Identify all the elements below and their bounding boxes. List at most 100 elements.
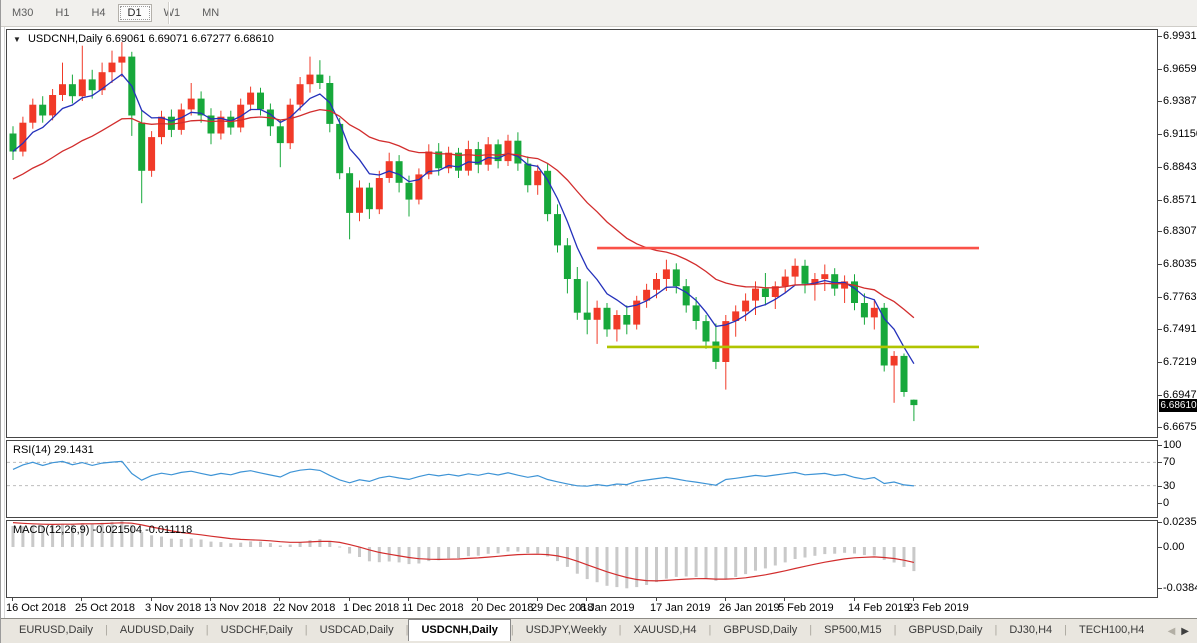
symbol-tab-sp500[interactable]: SP500,M15 [824,624,882,636]
macd-histogram-bar [80,523,84,547]
symbol-tab-usdcad[interactable]: USDCAD,Daily [319,624,394,636]
candle-up [148,137,156,171]
candle-up [643,289,651,301]
collapse-chart-icon[interactable]: ▼ [13,35,21,44]
price-axis-label: 6.83070 [1163,225,1197,237]
price-axis-label-tick [1158,101,1162,102]
tab-separator: | [809,624,813,636]
candle-up [78,79,86,97]
date-axis-tick [81,598,82,601]
symbol-tab-tech100[interactable]: TECH100,H4 [1078,624,1145,636]
macd-histogram-bar [882,547,886,560]
candle-down [88,79,96,91]
timeframe-button-h4[interactable]: H4 [91,7,106,19]
macd-histogram-bar [575,547,579,574]
rsi-axis-label-tick [1158,462,1162,463]
price-axis-label: 6.91150 [1163,128,1197,140]
macd-histogram-bar [130,524,134,547]
timeframe-button-w1[interactable]: W1 [163,7,181,19]
candlestick-chart[interactable] [7,30,1157,437]
macd-plot[interactable] [7,521,1157,597]
candle-up [296,84,304,105]
date-axis-label: 8 Jan 2019 [580,602,635,614]
symbol-tab-gbpusd[interactable]: GBPUSD,Daily [908,624,983,636]
date-axis-tick [854,598,855,601]
macd-histogram-bar [655,547,658,583]
candle-up [306,74,314,85]
candle-down [880,307,888,366]
macd-histogram-bar [536,547,540,554]
timeframe-button-m30[interactable]: M30 [12,7,34,19]
rsi-axis-label-tick [1158,486,1162,487]
candle-down [573,279,581,313]
rsi-axis-label: 30 [1163,480,1176,492]
candle-up [633,300,641,325]
candle-up [653,279,660,290]
macd-histogram-bar [734,547,738,577]
symbol-tab-xauusd[interactable]: XAUUSD,H4 [633,624,697,636]
tab-scroll-right-icon[interactable]: ▶ [1181,626,1189,637]
candle-up [593,307,601,320]
symbol-tab-eurusd[interactable]: EURUSD,Daily [19,624,93,636]
candle-up [375,178,383,210]
candle-up [158,116,165,138]
price-axis-label-tick [1158,264,1162,265]
main-chart-pane[interactable]: ▼ USDCNH,Daily 6.69061 6.69071 6.67277 6… [6,29,1158,438]
symbol-tab-dj30[interactable]: DJ30,H4 [1009,624,1053,636]
date-axis-tick [784,598,785,601]
macd-histogram-bar [476,547,480,556]
price-axis-label: 6.74910 [1163,323,1197,335]
candle-down [702,321,710,342]
date-axis-label: 1 Dec 2018 [343,602,400,614]
macd-axis-label: 0.023534 [1163,516,1197,528]
candle-down [831,274,839,289]
timeframe-button-h1[interactable]: H1 [55,7,70,19]
rsi-line [12,460,914,487]
macd-histogram-bar [367,547,371,562]
symbol-tab-usdchf[interactable]: USDCHF,Daily [220,624,293,636]
symbol-tab-usdjpy[interactable]: USDJPY,Weekly [525,624,607,636]
macd-histogram-bar [298,542,302,547]
rsi-indicator-pane[interactable]: RSI(14) 29.1431 [6,440,1158,518]
date-axis-label: 29 Dec 2018 [531,602,594,614]
symbol-tab-usdcnh-active[interactable]: USDCNH,Daily [408,619,511,641]
macd-histogram-bar [417,547,421,564]
macd-histogram-bar [348,547,352,554]
candle-down [257,92,264,110]
candle-up [722,321,730,362]
candle-down [316,74,324,83]
tab-separator: | [893,624,897,636]
candle-up [752,288,759,301]
macd-histogram-bar [516,547,520,552]
macd-histogram-bar [853,547,856,554]
candle-down [860,303,868,318]
candle-up [415,174,423,200]
macd-histogram-bar [427,547,431,562]
macd-histogram-bar [120,521,124,547]
tabs-holder: EURUSD,Daily | AUDUSD,Daily | USDCHF,Daily | U… [7,619,1156,641]
macd-histogram-bar [615,547,619,588]
tab-separator: | [994,624,998,636]
current-price-marker: 6.68610 [1159,399,1197,412]
symbol-tab-audusd[interactable]: AUDUSD,Daily [119,624,194,636]
timeframe-button-mn[interactable]: MN [202,7,220,19]
symbol-tab-gbpusd[interactable]: GBPUSD,Daily [723,624,798,636]
date-axis-label: 14 Feb 2019 [848,602,910,614]
candle-down [138,122,146,171]
tab-separator: | [618,624,622,636]
rsi-plot[interactable] [7,441,1157,517]
macd-histogram-bar [407,547,411,565]
price-axis-label-tick [1158,395,1162,396]
macd-indicator-pane[interactable]: MACD(12,26,9) -0.021504 -0.011118 [6,520,1158,598]
tab-scroll-left-icon[interactable]: ◀ [1167,626,1176,637]
date-axis[interactable]: 16 Oct 2018 25 Oct 2018 3 Nov 2018 13 Nov 2… [6,598,1158,618]
timeframe-button-d1[interactable]: D1 [117,4,152,22]
candle-up [464,149,472,171]
macd-histogram-bar [219,542,223,547]
price-axis-label-tick [1158,427,1162,428]
price-axis-label-tick [1158,167,1162,168]
candle-up [662,269,670,279]
date-axis-tick [12,598,13,601]
macd-histogram-bar [61,523,64,547]
macd-axis-label-tick [1158,547,1162,548]
